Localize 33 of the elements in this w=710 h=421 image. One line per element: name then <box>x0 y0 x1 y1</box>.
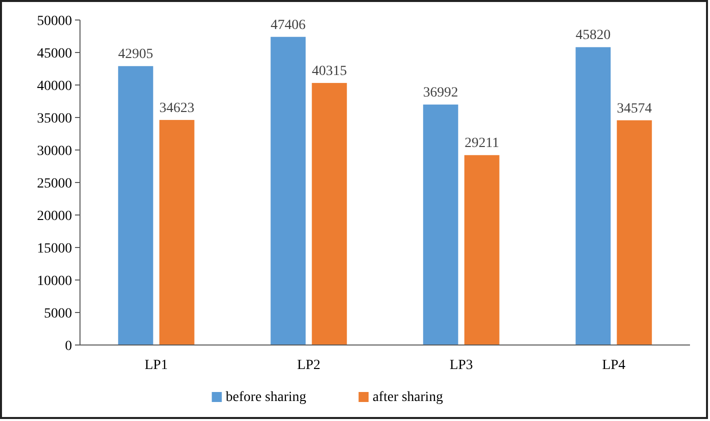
y-tick-label: 30000 <box>37 144 72 159</box>
y-tick-label: 45000 <box>37 46 72 62</box>
data-label: 34623 <box>159 100 194 116</box>
bar <box>270 36 306 345</box>
y-tick-label: 0 <box>65 338 72 354</box>
bar <box>118 66 154 345</box>
bar <box>464 155 500 345</box>
bar <box>423 104 458 345</box>
y-tick-label: 10000 <box>37 274 72 289</box>
x-tick-label: LP4 <box>602 358 626 373</box>
bar <box>312 82 347 345</box>
bar <box>616 120 652 345</box>
data-label: 45820 <box>576 28 611 44</box>
y-tick-label: 35000 <box>37 111 72 126</box>
x-tick-label: LP1 <box>144 358 168 373</box>
y-tick-label: 40000 <box>37 78 72 94</box>
data-label: 40315 <box>312 64 347 79</box>
data-label: 36992 <box>423 86 458 101</box>
y-tick-label: 15000 <box>37 241 72 256</box>
x-tick-label: LP2 <box>297 358 320 373</box>
data-label: 47406 <box>270 18 306 33</box>
bar <box>159 120 194 345</box>
data-label: 29211 <box>464 136 500 152</box>
y-tick-label: 20000 <box>37 208 72 224</box>
data-label: 34574 <box>616 101 652 116</box>
legend-label: after sharing <box>372 390 443 405</box>
x-tick-label: LP3 <box>450 358 473 373</box>
data-label: 42905 <box>118 47 154 62</box>
legend-label: before sharing <box>226 390 306 405</box>
y-tick-label: 5000 <box>44 306 72 322</box>
y-tick-label: 25000 <box>37 176 72 192</box>
y-tick-label: 50000 <box>37 14 72 29</box>
bar <box>576 47 611 345</box>
